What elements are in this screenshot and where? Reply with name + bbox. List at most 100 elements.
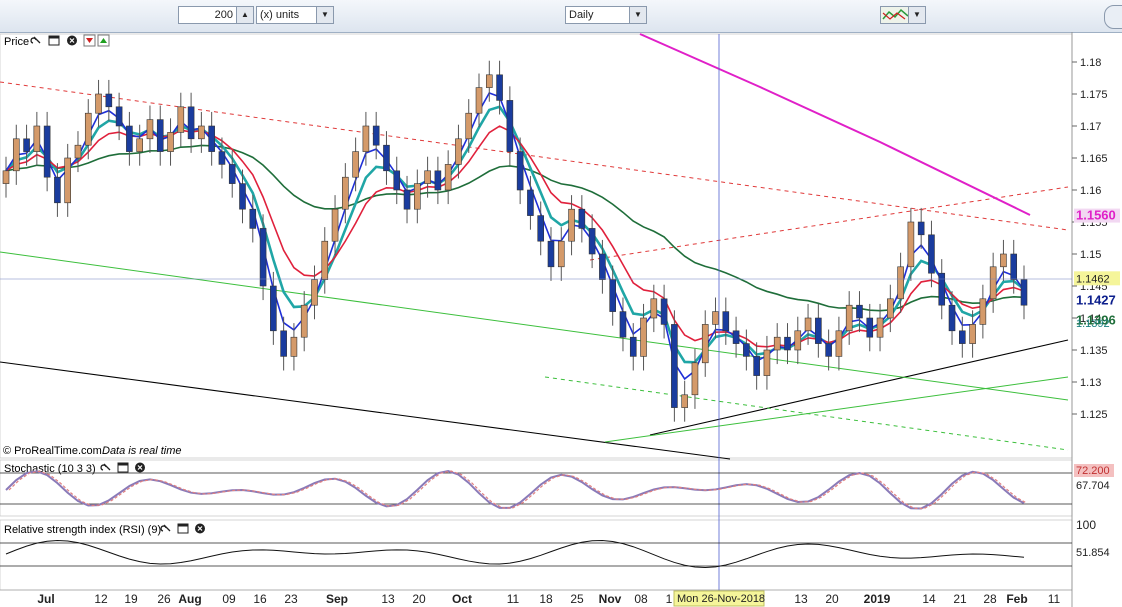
y-tick-label: 1.165	[1080, 153, 1108, 165]
candle-body	[198, 125, 205, 140]
candle-body	[753, 356, 760, 376]
candle-body	[907, 221, 915, 268]
candle-body	[969, 324, 976, 344]
candle-body	[485, 74, 493, 88]
ema-green-line	[5, 144, 1025, 312]
candle-body	[496, 74, 503, 101]
candle-body	[979, 298, 987, 325]
x-tick-label: 12	[94, 592, 108, 606]
y-tick-label: 1.13	[1080, 377, 1101, 389]
candle-body	[33, 125, 41, 152]
wrench-icon[interactable]	[160, 524, 171, 532]
candle-body	[506, 100, 514, 152]
stochastic-k-line	[5, 470, 1025, 510]
candle-body	[372, 125, 380, 146]
price-label: 1.1392	[1076, 318, 1110, 330]
candle-body	[393, 170, 401, 191]
candle-body	[465, 112, 473, 140]
candle-body	[362, 125, 370, 152]
candle-body	[948, 304, 956, 332]
candle-body	[547, 240, 555, 268]
candle-body	[177, 106, 185, 133]
x-tick-label: 23	[284, 592, 298, 606]
price-panel-title: Price	[4, 36, 29, 48]
candle-body	[300, 304, 308, 338]
candle-body	[444, 164, 452, 191]
chevron-down-icon[interactable]: ▼	[908, 7, 925, 23]
x-tick-label: Oct	[452, 592, 472, 606]
candle-body	[712, 311, 719, 325]
x-tick-label: 11	[507, 592, 520, 606]
ema-teal-line	[5, 105, 1025, 364]
x-tick-label: Aug	[178, 592, 201, 606]
candle-body	[701, 324, 709, 364]
y-tick-label: 1.14	[1080, 313, 1101, 325]
candle-body	[403, 189, 411, 210]
candle-body	[845, 304, 853, 332]
candle-body	[527, 189, 534, 216]
candle-body	[187, 106, 195, 140]
candle-body	[887, 298, 894, 319]
candle-body	[146, 119, 154, 140]
candle-body	[876, 317, 884, 338]
chevron-down-icon[interactable]: ▼	[316, 7, 333, 23]
candle-body	[105, 93, 113, 108]
x-tick-label: 28	[983, 592, 997, 606]
candle-body	[866, 317, 874, 338]
chevron-down-icon[interactable]: ▼	[629, 7, 646, 23]
x-tick-label: 1	[666, 592, 673, 606]
x-tick-label: 14	[922, 592, 936, 606]
units-label: (x) units	[260, 9, 300, 21]
candle-body	[54, 176, 61, 204]
candle-body	[537, 215, 545, 242]
candle-body	[897, 266, 904, 300]
y-tick-label: 1.135	[1080, 345, 1108, 357]
wrench-icon[interactable]	[100, 463, 111, 471]
price-y-axis: 1.181.1751.171.1651.161.1551.151.1451.14…	[1072, 57, 1108, 421]
timeframe-label: Daily	[569, 9, 594, 21]
candle-body	[804, 317, 812, 332]
candle-body	[74, 144, 82, 159]
cursor-date-box	[673, 590, 765, 607]
candle-body	[383, 144, 390, 172]
quantity-value: 200	[214, 9, 233, 21]
panel-toggle-icon[interactable]	[1104, 5, 1122, 29]
stochastic-d-line	[8, 470, 1028, 510]
quantity-input[interactable]: 200 ▲	[178, 6, 254, 24]
x-tick-label: 19	[124, 592, 138, 606]
x-tick-label: 2019	[864, 592, 891, 606]
rsi-series	[5, 539, 1025, 569]
candle-body	[732, 330, 740, 344]
timeframe-select[interactable]: Daily ▼	[565, 6, 647, 24]
candle-body	[784, 336, 791, 351]
units-select[interactable]: (x) units ▼	[256, 6, 334, 24]
candle-body	[856, 304, 863, 319]
candle-body	[815, 317, 822, 344]
candle-body	[959, 330, 966, 344]
candle-body	[671, 324, 678, 408]
candle-body	[259, 228, 267, 287]
stochastic-value-box	[1074, 464, 1114, 477]
candle-body	[352, 151, 359, 178]
candle-body	[208, 125, 215, 152]
spinner-icon[interactable]: ▲	[236, 7, 253, 23]
indicator-menu-button[interactable]: ▼	[880, 6, 926, 24]
candle-body	[2, 170, 10, 184]
candle-body	[23, 138, 30, 152]
candle-body	[1010, 253, 1018, 280]
price-label: 1.1560	[1076, 208, 1116, 223]
x-tick-label: 13	[381, 592, 395, 606]
candle-body	[599, 253, 606, 280]
candle-body	[1020, 279, 1028, 306]
candle-body	[84, 112, 92, 146]
watermark: © ProRealTime.com	[3, 445, 102, 457]
candle-body	[640, 317, 647, 357]
x-tick-label: 16	[253, 592, 267, 606]
wrench-icon[interactable]	[30, 36, 41, 44]
chart-indicators-icon	[882, 8, 909, 20]
price-label: 1.1396	[1076, 313, 1116, 328]
candle-body	[64, 157, 71, 204]
rsi-value: 51.854	[1076, 547, 1110, 559]
price-label: 1.1462	[1076, 273, 1110, 285]
candle-body	[938, 272, 946, 306]
